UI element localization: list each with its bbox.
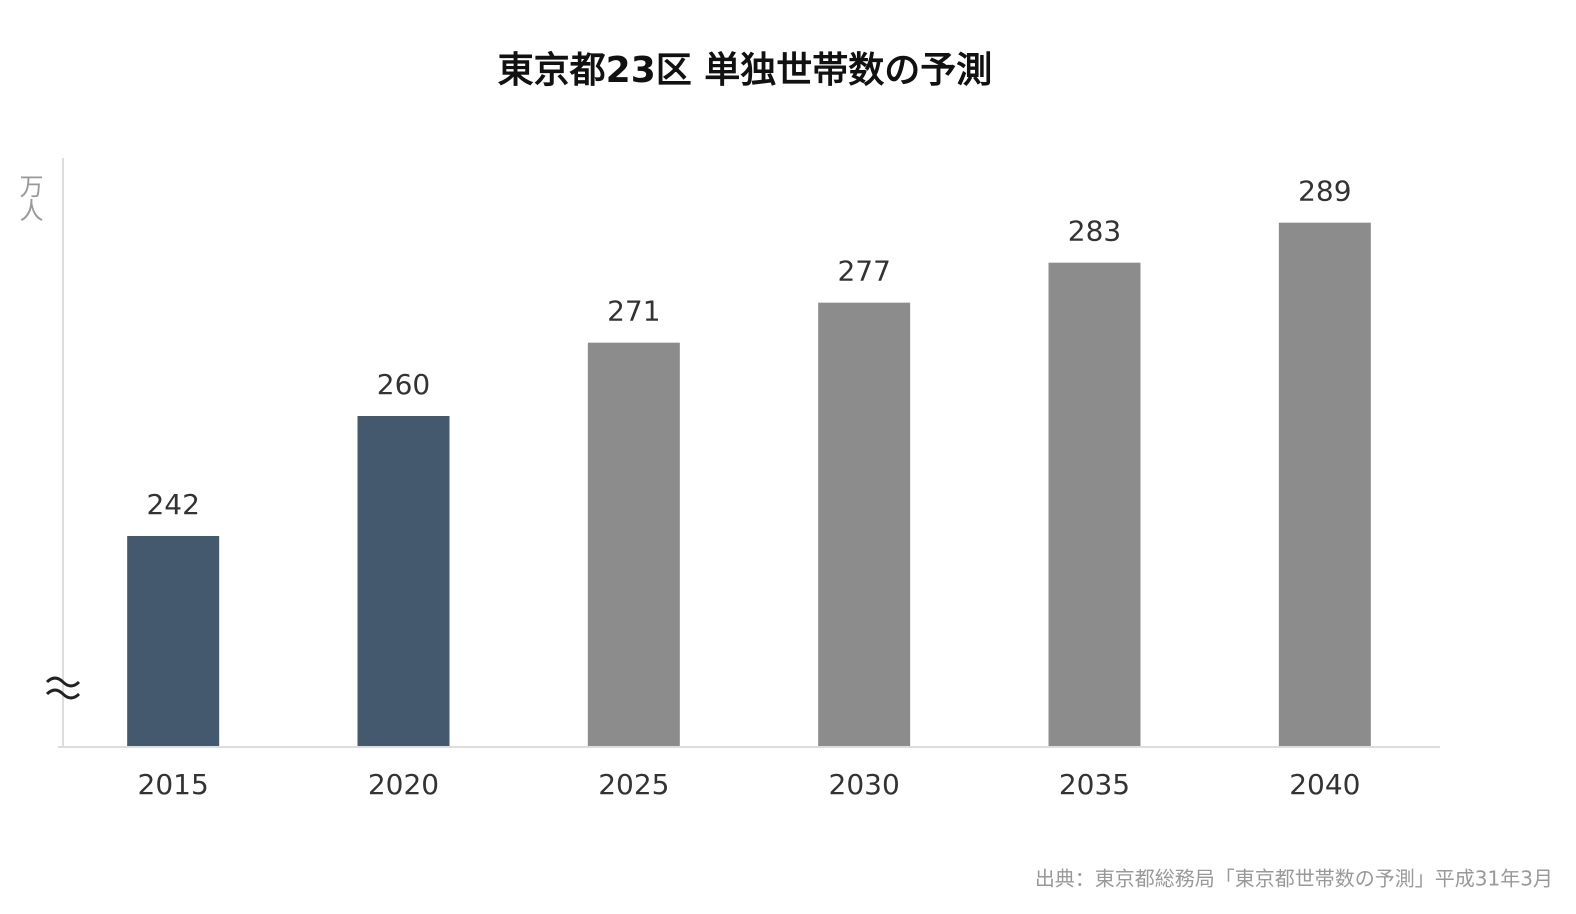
bar	[127, 536, 220, 746]
axis-break	[45, 676, 81, 700]
bar	[1048, 262, 1141, 746]
source-note: 出典：東京都総務局「東京都世帯数の予測」平成31年3月	[1035, 867, 1553, 891]
bar	[818, 302, 911, 746]
bar	[1278, 222, 1371, 746]
value-label: 271	[607, 295, 660, 328]
chart-title: 東京都23区 単独世帯数の予測	[498, 49, 993, 91]
bar	[587, 342, 680, 746]
value-label: 289	[1298, 175, 1351, 208]
x-tick-label: 2025	[598, 768, 669, 801]
y-axis-label: 万人	[15, 174, 43, 222]
value-label: 242	[146, 488, 199, 521]
x-tick-label: 2020	[368, 768, 439, 801]
x-tick-label: 2030	[829, 768, 900, 801]
value-label: 260	[377, 368, 430, 401]
x-tick-label: 2040	[1289, 768, 1360, 801]
value-label: 283	[1068, 215, 1121, 248]
value-label: 277	[837, 255, 890, 288]
x-tick-label: 2035	[1059, 768, 1130, 801]
bar	[357, 416, 450, 746]
x-tick-label: 2015	[138, 768, 209, 801]
